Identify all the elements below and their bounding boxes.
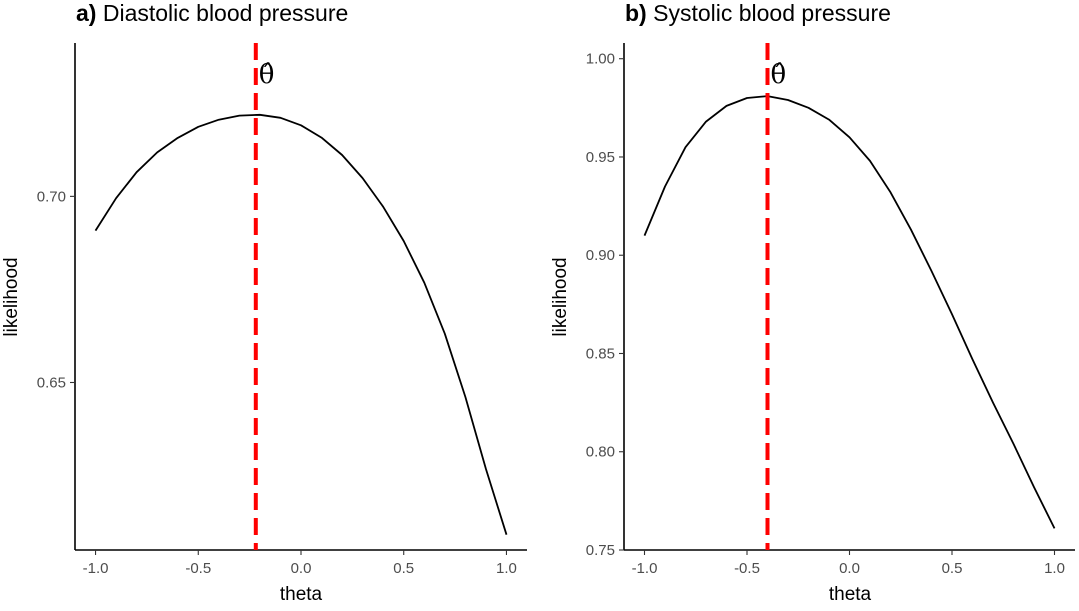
- panel-b-x-tick-label: 0.0: [839, 560, 860, 577]
- panel-a-y-tick-label: 0.70: [37, 188, 66, 205]
- panel-b-title-text: Systolic blood pressure: [653, 0, 891, 26]
- panel-a-y-axis-title: likelihood: [1, 257, 22, 336]
- panel-systolic: b) Systolic blood pressure theta likelih…: [550, 0, 1075, 605]
- panel-diastolic: a) Diastolic blood pressure theta likeli…: [1, 0, 527, 605]
- panel-a-plot-area: -1.0 -0.5 0.0 0.5 1.0 0.65 0.70 θ̂: [37, 43, 527, 577]
- panel-a-theta-hat-label: θ̂: [259, 60, 275, 90]
- panel-a-x-tick-label: -1.0: [83, 560, 109, 577]
- panel-b-y-tick-label: 0.90: [586, 247, 615, 264]
- panel-a-x-tick-label: -0.5: [185, 560, 211, 577]
- panel-b-likelihood-curve: [643, 95, 1056, 529]
- panel-a-y-tick-label: 0.65: [37, 374, 66, 391]
- panel-b-y-tick-label: 0.75: [586, 542, 615, 559]
- panel-b-x-tick-label: -0.5: [734, 560, 760, 577]
- panel-b-y-tick-label: 0.85: [586, 345, 615, 362]
- panel-b-y-axis-title: likelihood: [550, 257, 571, 336]
- panel-a-x-axis-title: theta: [280, 584, 323, 605]
- panel-b-x-tick-label: -1.0: [632, 560, 658, 577]
- panel-a-x-tick-label: 1.0: [496, 560, 517, 577]
- panel-a-likelihood-curve: [94, 113, 508, 535]
- panel-b-title: b) Systolic blood pressure: [625, 0, 891, 26]
- panel-b-theta-hat-label: θ̂: [771, 60, 787, 90]
- panel-b-y-tick-label: 0.95: [586, 149, 615, 166]
- panel-a-x-tick-label: 0.0: [291, 560, 312, 577]
- panel-a-title: a) Diastolic blood pressure: [76, 0, 348, 26]
- panel-b-y-tick-label: 1.00: [586, 51, 615, 68]
- panel-b-plot-area: -1.0 -0.5 0.0 0.5 1.0 0.75 0.80 0.85 0.90 0.95 1.0…: [586, 43, 1075, 577]
- panel-a-title-prefix: a): [76, 0, 96, 26]
- panel-a-x-tick-label: 0.5: [393, 560, 414, 577]
- panel-b-title-prefix: b): [625, 0, 647, 26]
- panel-b-x-tick-label: 0.5: [942, 560, 963, 577]
- panel-b-x-tick-label: 1.0: [1044, 560, 1065, 577]
- panel-a-title-text: Diastolic blood pressure: [103, 0, 348, 26]
- panel-b-x-axis-title: theta: [829, 584, 872, 605]
- panel-b-y-tick-label: 0.80: [586, 444, 615, 461]
